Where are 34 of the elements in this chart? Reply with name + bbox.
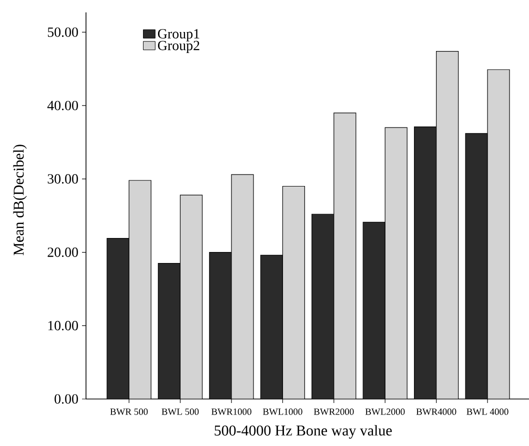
y-tick-label: 30.00 xyxy=(48,174,78,184)
x-axis-title: 500-4000 Hz Bone way value xyxy=(214,425,392,439)
bar xyxy=(282,186,305,399)
y-tick-label: 20.00 xyxy=(48,248,78,258)
bar xyxy=(436,50,459,399)
y-axis-title: Mean dB(Decibel) xyxy=(13,144,27,256)
legend-label: Group1 xyxy=(158,29,200,42)
bar xyxy=(414,126,437,399)
bar xyxy=(158,262,181,399)
x-tick-label: BWL2000 xyxy=(365,408,405,415)
x-tick-label: BWR4000 xyxy=(416,408,456,415)
x-tick-label: BWL1000 xyxy=(262,408,302,415)
bar xyxy=(334,112,356,399)
x-tick-label: BWR2000 xyxy=(314,408,354,415)
bar xyxy=(106,238,130,399)
x-tick-label: BWR 500 xyxy=(110,408,148,415)
bar xyxy=(260,254,283,399)
y-tick-label: 50.00 xyxy=(48,27,78,37)
bar xyxy=(180,194,203,399)
bar xyxy=(384,127,408,399)
bar xyxy=(362,222,386,399)
x-tick-label: BWL 4000 xyxy=(466,408,508,415)
y-tick-label: 40.00 xyxy=(47,100,78,110)
bar xyxy=(312,214,334,399)
y-tick-label: 0.00 xyxy=(54,394,78,404)
legend-label: Group2 xyxy=(158,40,200,54)
y-tick-label: 10.00 xyxy=(48,320,78,330)
bar xyxy=(128,180,152,399)
bar xyxy=(465,133,488,399)
x-tick-label: BWL 500 xyxy=(162,408,199,415)
bar xyxy=(209,252,232,399)
bar xyxy=(231,174,254,399)
bar xyxy=(487,69,510,399)
x-tick-label: BWR1000 xyxy=(211,408,252,415)
